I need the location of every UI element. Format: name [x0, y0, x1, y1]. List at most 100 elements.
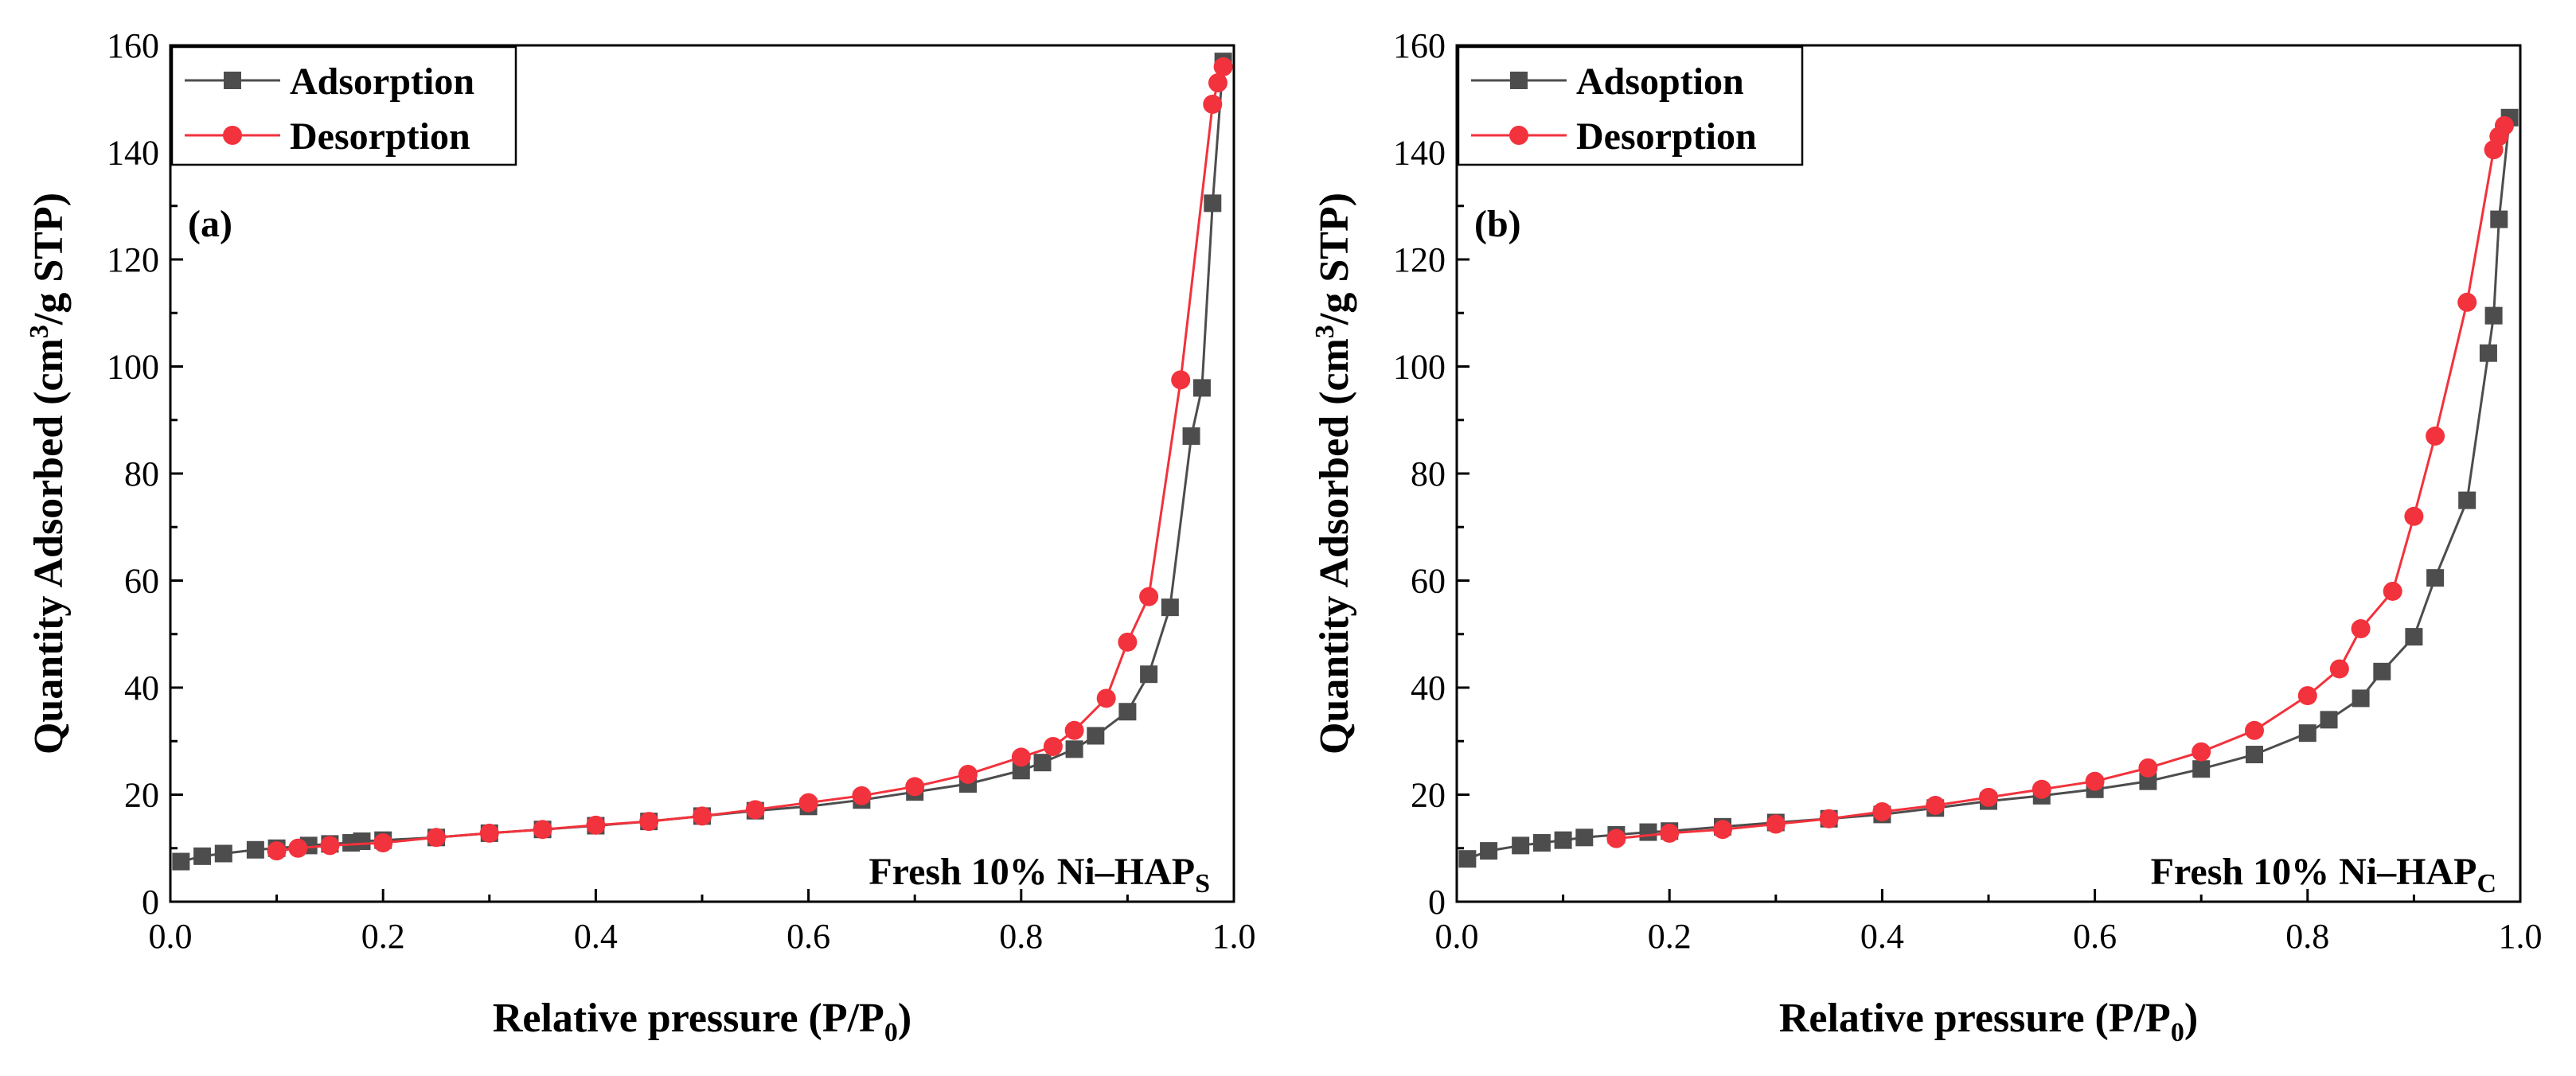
data-point: [267, 841, 287, 861]
data-point: [2298, 724, 2316, 743]
y-axis-title-superscript: 3: [25, 325, 54, 338]
legend-marker-square: [224, 72, 241, 89]
y-tick-label: 160: [107, 26, 159, 65]
x-axis-title: Relative pressure (P/P0): [493, 996, 911, 1047]
data-point: [2484, 306, 2503, 325]
legend-box: [1457, 45, 1804, 166]
series-adsoption: [1458, 108, 2519, 868]
series-adsorption: [172, 53, 1232, 871]
sample-label: Fresh 10% Ni–HAPS: [868, 851, 1210, 899]
x-tick-label: 0.8: [2285, 917, 2329, 956]
y-tick-label: 140: [107, 134, 159, 173]
legend-label: Desorption: [1576, 115, 1757, 158]
x-tick-label: 0.0: [1435, 917, 1479, 956]
data-point: [1203, 94, 1223, 114]
data-point: [1140, 665, 1158, 684]
y-tick-label: 40: [124, 669, 159, 708]
data-point: [693, 806, 712, 826]
data-point: [745, 800, 765, 820]
series-desorption: [267, 57, 1233, 861]
data-point: [1192, 379, 1211, 397]
sample-label-subscript: C: [2476, 869, 2496, 899]
data-point: [1458, 850, 1477, 868]
y-tick-label: 60: [124, 562, 159, 601]
x-tick-label: 0.4: [1860, 917, 1904, 956]
data-point: [586, 815, 606, 835]
data-point: [2192, 742, 2211, 762]
data-point: [1575, 828, 1594, 847]
data-point: [479, 823, 499, 843]
data-point: [1204, 194, 1222, 212]
data-point: [2352, 689, 2370, 708]
y-axis-title-rest: /g STP): [1312, 193, 1357, 326]
data-point: [1660, 823, 1680, 843]
data-point: [1819, 809, 1839, 828]
data-point: [1213, 57, 1233, 76]
data-point: [214, 844, 232, 863]
panel-label: (a): [188, 203, 232, 245]
data-point: [2383, 581, 2402, 601]
data-point: [852, 786, 872, 805]
data-point: [1064, 720, 1084, 740]
y-tick-label: 40: [1411, 669, 1446, 708]
x-axis-title-main: Relative pressure (P/P: [1779, 996, 2171, 1041]
data-point: [2329, 659, 2349, 679]
data-point: [1208, 73, 1228, 93]
x-axis-title-subscript: 0: [2171, 1018, 2184, 1047]
data-point: [373, 833, 393, 853]
x-tick-label: 0.4: [574, 917, 618, 956]
data-point: [2246, 746, 2263, 764]
legend-label: Adsorption: [290, 60, 474, 103]
y-tick-label: 120: [107, 240, 159, 279]
data-point: [798, 793, 818, 813]
data-point: [2405, 628, 2423, 646]
data-point: [639, 812, 659, 832]
data-point: [1639, 823, 1657, 841]
data-point: [1033, 754, 1052, 772]
data-point: [1512, 836, 1530, 855]
data-point: [1926, 795, 1946, 815]
data-point: [2138, 758, 2158, 778]
data-point: [2139, 772, 2157, 790]
data-point: [1012, 762, 1030, 780]
data-point: [2085, 771, 2105, 791]
sample-label-subscript: S: [1195, 869, 1210, 899]
legend-label: Adsoption: [1576, 60, 1744, 103]
x-tick-label: 1.0: [1212, 917, 1256, 956]
legend-marker-circle: [223, 126, 242, 145]
data-point: [2351, 619, 2371, 639]
y-tick-label: 120: [1393, 240, 1446, 279]
data-point: [2404, 506, 2424, 526]
legend: Adsorption Desorption: [170, 45, 517, 166]
data-point: [353, 832, 371, 851]
data-point: [2479, 344, 2497, 362]
data-point: [1979, 787, 1998, 807]
legend-marker-square: [1510, 72, 1528, 89]
data-point: [2373, 662, 2391, 680]
sample-label-main: Fresh 10% Ni–HAP: [2151, 851, 2477, 893]
data-point: [2192, 760, 2211, 778]
x-tick-label: 0.6: [786, 917, 830, 956]
data-point: [1139, 587, 1159, 606]
data-point: [2426, 569, 2445, 587]
y-axis-title-rest: /g STP): [26, 193, 72, 326]
y-tick-label: 80: [1411, 454, 1446, 493]
y-axis-title-superscript: 3: [1310, 325, 1340, 338]
sample-label-main: Fresh 10% Ni–HAP: [868, 851, 1195, 893]
data-point: [1096, 688, 1116, 708]
data-point: [1118, 632, 1138, 652]
data-point: [905, 777, 925, 797]
y-tick-label: 20: [124, 776, 159, 815]
y-tick-label: 80: [124, 454, 159, 493]
y-tick-label: 140: [1393, 134, 1446, 173]
data-point: [1554, 831, 1572, 849]
x-axis-title-suffix: ): [898, 996, 911, 1041]
x-tick-label: 0.8: [999, 917, 1043, 956]
x-tick-label: 0.2: [361, 917, 405, 956]
x-tick-label: 1.0: [2499, 917, 2543, 956]
x-axis-title-main: Relative pressure (P/P: [493, 996, 884, 1041]
legend-box: [170, 45, 517, 166]
y-tick-label: 100: [1393, 348, 1446, 387]
y-tick-label: 20: [1411, 776, 1446, 815]
x-tick-label: 0.0: [149, 917, 193, 956]
